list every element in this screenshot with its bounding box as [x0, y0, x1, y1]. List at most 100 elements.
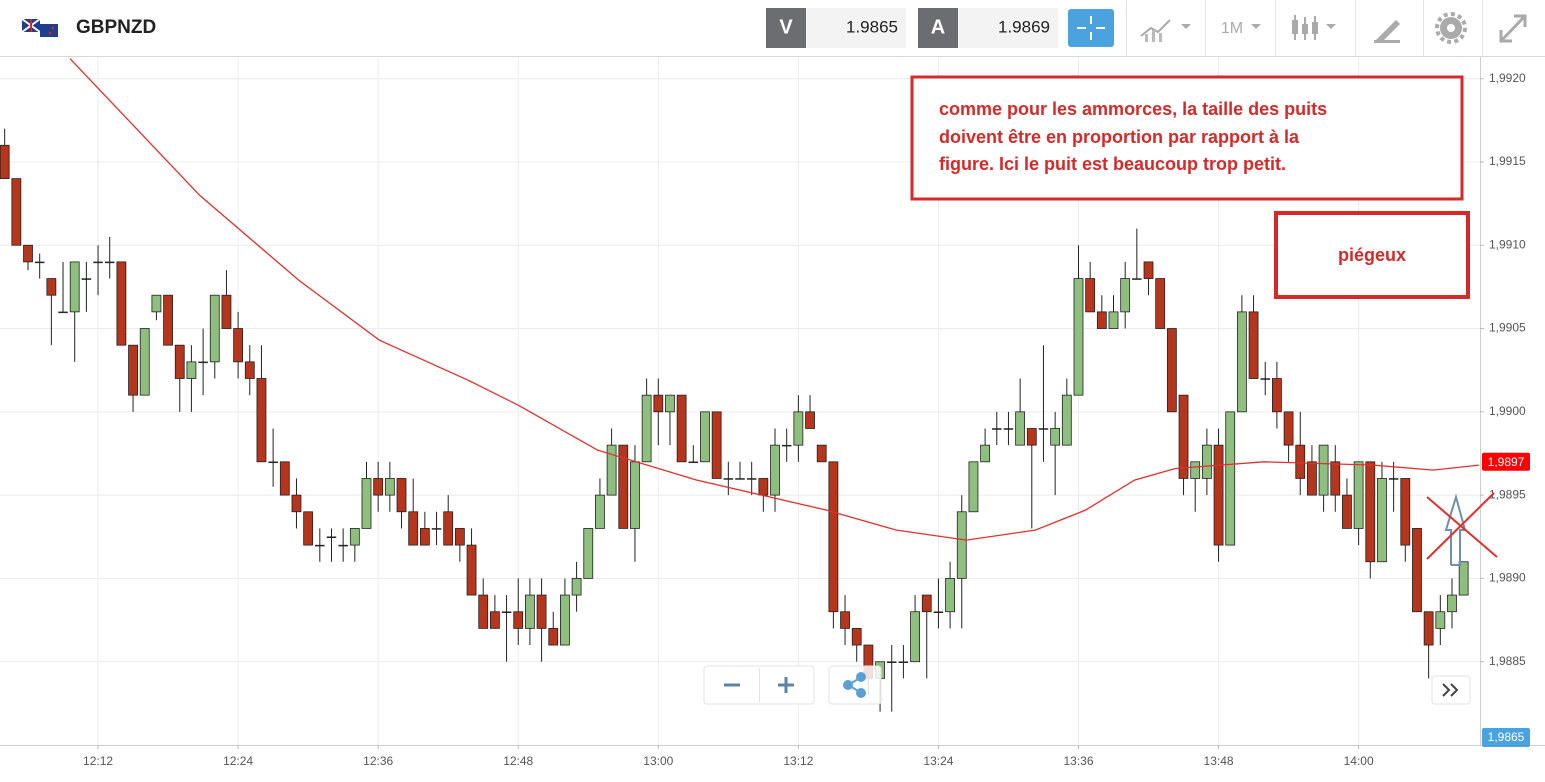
candle-body [326, 536, 337, 539]
candle-body [1003, 428, 1014, 430]
crosshair-icon [1077, 16, 1105, 40]
candle-body [676, 394, 687, 463]
x-tick-label: 12:48 [503, 754, 533, 768]
candle-body [828, 461, 839, 613]
candle-body [1447, 594, 1457, 613]
candle-body [688, 461, 699, 464]
timeframe-button[interactable]: 1M [1221, 20, 1261, 37]
zoom-in-button[interactable] [778, 677, 794, 693]
bottom-price-tag-label: 1,9865 [1488, 730, 1525, 744]
candle-body [1412, 528, 1422, 613]
candle-body [1225, 411, 1236, 546]
candle-body [1015, 411, 1026, 446]
candle-body [93, 261, 103, 264]
candle-body [198, 361, 208, 364]
candle-body [1178, 394, 1189, 479]
fullscreen-button[interactable] [1499, 14, 1527, 43]
candle-body [23, 244, 33, 263]
candle-body [128, 344, 138, 396]
timeframe: 1M [1221, 20, 1243, 37]
candle-body [1283, 411, 1294, 446]
candle-body [1190, 461, 1201, 479]
candle-body [1073, 278, 1084, 396]
candle-body [700, 411, 710, 463]
grid: 1,9885 1,9890 1,9895 1,9900 1,9905 1,9910 1,99… [0, 57, 1526, 768]
chart-type-button[interactable] [1292, 15, 1336, 40]
candle-body [338, 544, 348, 547]
candle-body [1050, 428, 1061, 446]
buy-label: A [931, 16, 945, 38]
x-tick-label: 13:12 [783, 754, 813, 768]
candle-body [1295, 444, 1306, 479]
buy-button[interactable] [918, 8, 958, 48]
candle-body [840, 611, 850, 629]
zoom-controls [703, 665, 1471, 705]
candle-body [46, 278, 57, 296]
share-button[interactable] [843, 672, 866, 698]
candle-body [221, 294, 232, 329]
candle-body [992, 428, 1002, 430]
candle-body [1400, 478, 1411, 546]
buy-price: 1.9869 [998, 17, 1050, 36]
candle-body [1155, 278, 1166, 329]
x-tick-label: 13:48 [1204, 754, 1234, 768]
candle-body [1143, 261, 1154, 279]
candle-body [1423, 611, 1434, 646]
candle-body [770, 444, 780, 496]
candle-body [116, 261, 127, 346]
candle-body [209, 294, 220, 363]
candle-body [1026, 428, 1037, 446]
draw-button[interactable] [1374, 20, 1400, 43]
candle-body [1330, 461, 1341, 496]
sell-button[interactable] [766, 8, 806, 48]
symbol: GBPNZD [76, 17, 156, 38]
y-tick-label: 1,9900 [1489, 404, 1526, 418]
y-tick-label: 1,9885 [1489, 654, 1526, 668]
crosshair-button[interactable] [1068, 9, 1114, 47]
candle-body [641, 394, 652, 463]
candle-body [349, 528, 360, 546]
y-tick-label: 1,9895 [1489, 487, 1526, 501]
plot: 1,9897 [0, 58, 1530, 712]
candle-body [571, 578, 582, 596]
candle-body [910, 611, 920, 663]
candle-body [758, 478, 769, 496]
candle-body [361, 478, 372, 529]
candle-body [746, 478, 757, 480]
candle-body [139, 328, 150, 396]
candle-body [1132, 278, 1142, 280]
x-tick-label: 14:00 [1344, 754, 1374, 768]
candle-body [408, 511, 419, 546]
x-tick-label: 12:12 [83, 754, 113, 768]
candle-body [1096, 311, 1107, 329]
candle-body [279, 461, 290, 496]
candle-body [1272, 378, 1282, 413]
candle-body [69, 261, 80, 313]
candle-body [454, 528, 465, 546]
buy-price-box [958, 8, 1058, 48]
candle-body [851, 627, 862, 646]
candle-body [34, 261, 45, 264]
candle-body [513, 611, 524, 629]
scroll-end-icon [1442, 683, 1459, 697]
candle-body [443, 511, 454, 546]
candle-body [653, 394, 664, 413]
hand-cross [1426, 492, 1498, 560]
annotation-text: piégeux [1338, 245, 1406, 265]
candle-body [1365, 461, 1376, 563]
hand-arrow [1444, 493, 1467, 566]
x-tick-label: 12:24 [223, 754, 253, 768]
candle-body [630, 461, 640, 529]
scroll-end-button[interactable] [1431, 675, 1471, 705]
settings-button[interactable] [1435, 12, 1467, 44]
sell-price: 1.9865 [846, 17, 898, 36]
candle-body [0, 144, 10, 180]
candle-body [1038, 428, 1049, 430]
candle-body [898, 661, 909, 663]
candle-body [886, 661, 897, 663]
indicator-button[interactable] [1140, 19, 1191, 42]
candle-body [174, 344, 185, 379]
candle-body [1435, 611, 1446, 629]
candle-body [1108, 311, 1119, 329]
candle-body [781, 444, 792, 447]
